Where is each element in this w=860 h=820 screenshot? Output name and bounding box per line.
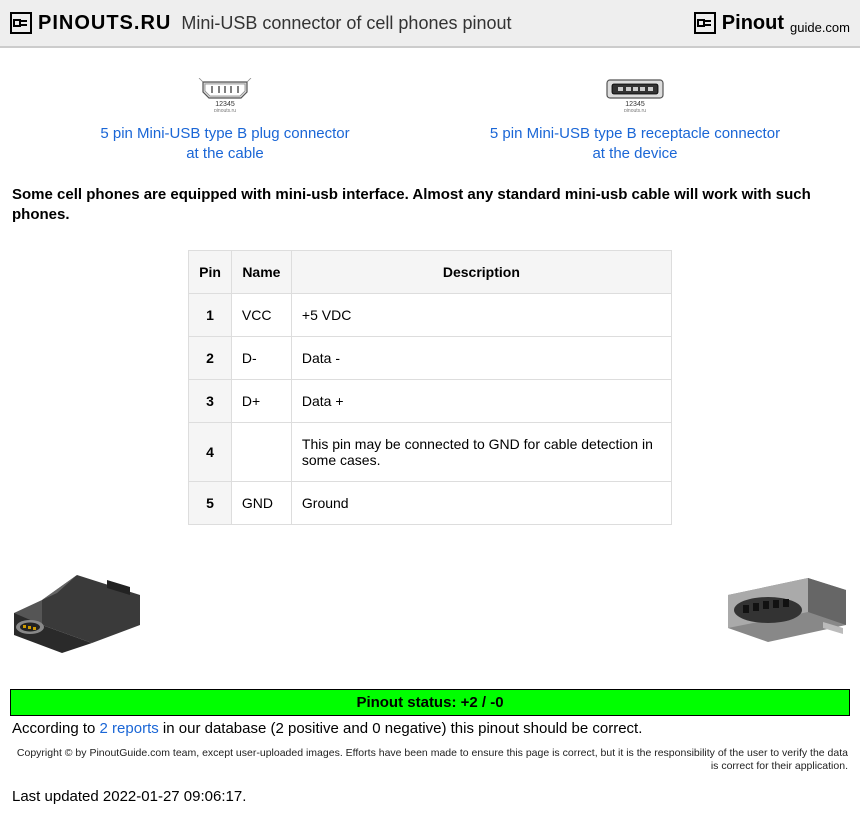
cell-name: D- — [231, 336, 291, 379]
photos-row — [0, 555, 860, 689]
svg-text:pinouts.ru: pinouts.ru — [214, 108, 236, 112]
col-pin: Pin — [189, 250, 232, 293]
cell-pin: 5 — [189, 481, 232, 524]
logo-guide-sub: guide.com — [790, 20, 850, 35]
plug-photo — [12, 565, 142, 659]
last-updated: Last updated 2022-01-27 09:06:17. — [0, 780, 860, 813]
cell-name: VCC — [231, 293, 291, 336]
pinout-table: Pin Name Description 1VCC+5 VDC2D-Data -… — [188, 250, 672, 525]
intro-text: Some cell phones are equipped with mini-… — [0, 173, 860, 232]
plug-link-line1: 5 pin Mini-USB type B plug connector — [100, 125, 349, 142]
cell-description: Data - — [291, 336, 671, 379]
header-left: PINOUTS.RU Mini-USB connector of cell ph… — [10, 12, 512, 35]
svg-text:12345: 12345 — [625, 101, 645, 108]
receptacle-photo — [718, 570, 848, 654]
connectors-row: 12345 pinouts.ru 5 pin Mini-USB type B p… — [0, 48, 860, 173]
cell-pin: 1 — [189, 293, 232, 336]
table-row: 3D+Data + — [189, 379, 672, 422]
page-title: Mini-USB connector of cell phones pinout — [181, 13, 511, 34]
logo-pinoutguide[interactable]: Pinout guide.com — [694, 12, 850, 35]
table-header-row: Pin Name Description — [189, 250, 672, 293]
cell-description: Data + — [291, 379, 671, 422]
connector-plug: 12345 pinouts.ru 5 pin Mini-USB type B p… — [35, 78, 415, 163]
pinouts-ru-icon — [10, 12, 32, 34]
logo-pinouts-text: PINOUTS.RU — [38, 12, 171, 35]
table-row: 1VCC+5 VDC — [189, 293, 672, 336]
logo-pinouts-ru[interactable]: PINOUTS.RU — [10, 12, 171, 35]
pinoutguide-icon — [694, 12, 716, 34]
cell-name — [231, 422, 291, 481]
receptacle-connector-icon: 12345 pinouts.ru — [445, 78, 825, 116]
pinout-status-bar: Pinout status: +2 / -0 — [10, 689, 850, 716]
cell-pin: 4 — [189, 422, 232, 481]
svg-text:pinouts.ru: pinouts.ru — [624, 108, 646, 112]
receptacle-link-line2: at the device — [592, 145, 677, 162]
receptacle-link-line1: 5 pin Mini-USB type B receptacle connect… — [490, 125, 780, 142]
plug-connector-icon: 12345 pinouts.ru — [35, 78, 415, 116]
cell-description: +5 VDC — [291, 293, 671, 336]
cell-pin: 2 — [189, 336, 232, 379]
header-bar: PINOUTS.RU Mini-USB connector of cell ph… — [0, 0, 860, 48]
cell-name: D+ — [231, 379, 291, 422]
reports-suffix: in our database (2 positive and 0 negati… — [159, 720, 643, 737]
col-description: Description — [291, 250, 671, 293]
plug-link-line2: at the cable — [186, 145, 264, 162]
plug-connector-link[interactable]: 5 pin Mini-USB type B plug connector at … — [35, 124, 415, 163]
copyright-text: Copyright © by PinoutGuide.com team, exc… — [0, 741, 860, 780]
logo-guide-main: Pinout — [722, 12, 784, 35]
connector-receptacle: 12345 pinouts.ru 5 pin Mini-USB type B r… — [445, 78, 825, 163]
cell-pin: 3 — [189, 379, 232, 422]
reports-prefix: According to — [12, 720, 100, 737]
col-name: Name — [231, 250, 291, 293]
table-row: 5GNDGround — [189, 481, 672, 524]
cell-description: This pin may be connected to GND for cab… — [291, 422, 671, 481]
svg-text:12345: 12345 — [215, 101, 235, 108]
cell-description: Ground — [291, 481, 671, 524]
table-row: 4 This pin may be connected to GND for ca… — [189, 422, 672, 481]
reports-line: According to 2 reports in our database (… — [0, 716, 860, 741]
reports-link[interactable]: 2 reports — [100, 720, 159, 737]
receptacle-connector-link[interactable]: 5 pin Mini-USB type B receptacle connect… — [445, 124, 825, 163]
table-row: 2D-Data - — [189, 336, 672, 379]
cell-name: GND — [231, 481, 291, 524]
